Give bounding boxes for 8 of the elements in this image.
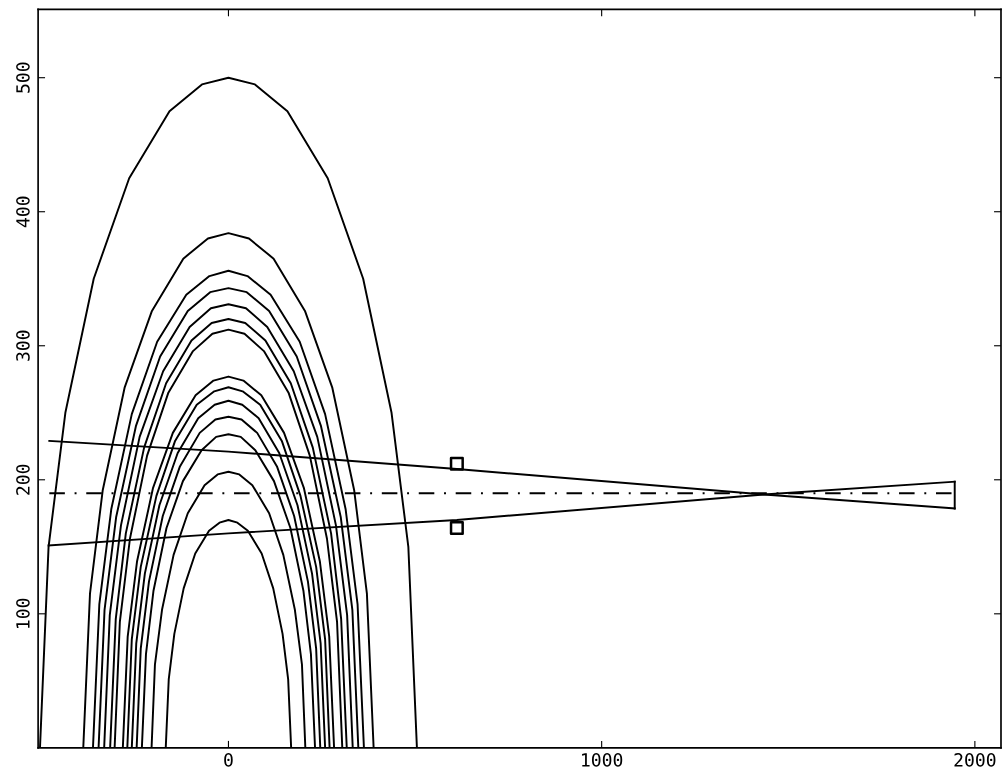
x-tick-label: 0 — [224, 753, 233, 767]
y-tick-label: 500 — [16, 62, 30, 93]
y-tick-label: 200 — [16, 464, 30, 495]
y-tick-label: 100 — [16, 598, 30, 628]
x-tick-label: 2000 — [954, 753, 996, 767]
x-tick-label: 1000 — [582, 753, 623, 767]
y-tick-label: 300 — [16, 330, 30, 361]
y-tick-label: 400 — [16, 196, 30, 228]
